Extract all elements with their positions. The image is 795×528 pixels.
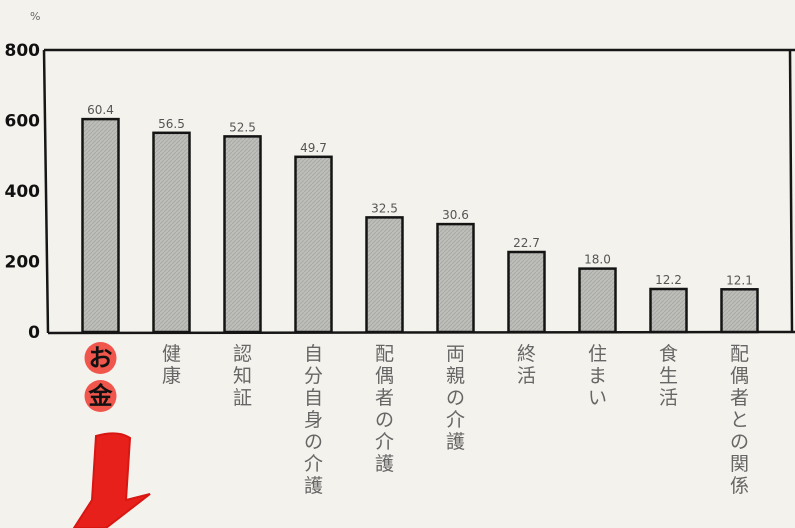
bar <box>81 117 120 334</box>
y-axis-unit-label: % <box>30 10 40 23</box>
bar-value-label: 49.7 <box>300 141 327 155</box>
bar <box>649 287 688 334</box>
category-label: 認知証 <box>233 343 252 409</box>
category-label: 食生活 <box>659 343 678 409</box>
category-text: 配偶者の介護 <box>375 343 394 475</box>
category-text: 配偶者との関係 <box>730 343 749 497</box>
category-text: 食生活 <box>659 343 678 409</box>
y-axis-line <box>42 49 50 334</box>
bars <box>81 117 759 334</box>
category-label: 配偶者との関係 <box>730 343 749 497</box>
category-text: お金 <box>88 343 114 410</box>
bar <box>507 250 546 334</box>
value-labels: 60.4 56.5 52.5 49.7 32.5 30.6 22.7 18.0 12.2 12.1 <box>87 103 753 287</box>
category-label: お金 <box>84 342 117 412</box>
bar-value-label: 32.5 <box>371 201 398 215</box>
highlight-circle <box>84 342 117 374</box>
bar <box>223 135 262 334</box>
plot-right-border <box>788 49 794 333</box>
category-label: 配偶者の介護 <box>375 343 394 475</box>
bar-value-label: 56.5 <box>158 117 185 131</box>
category-text: 認知証 <box>233 343 252 409</box>
bar <box>294 155 333 334</box>
category-label: 両親の介護 <box>446 343 465 453</box>
category-label: 健康 <box>162 343 181 387</box>
category-text: 住まい <box>588 343 607 409</box>
bar-value-label: 12.2 <box>655 273 682 287</box>
category-label: 自分自身の介護 <box>304 343 323 497</box>
bar-value-label: 18.0 <box>584 253 611 267</box>
category-text: 健康 <box>162 343 181 387</box>
bar-value-label: 12.1 <box>726 273 753 287</box>
bar <box>152 131 191 334</box>
y-tick-label: 200 <box>5 253 41 273</box>
category-label: 住まい <box>588 343 607 409</box>
bar <box>578 267 617 334</box>
bar-value-label: 22.7 <box>513 236 540 250</box>
bar <box>436 222 475 334</box>
y-tick-label: 400 <box>5 182 41 202</box>
highlight-arrow <box>72 432 151 528</box>
category-text: 終活 <box>517 343 536 387</box>
bar <box>365 216 404 334</box>
category-labels: お金 健康 認知証 自分自身の介護 配偶者の介護 両親の介護 終活 住まい 食生活 配偶者との関係 <box>84 342 749 497</box>
y-axis-ticks: 0 200 400 600 800 <box>5 41 41 343</box>
y-tick-label: 600 <box>5 112 41 132</box>
bar <box>720 288 759 334</box>
y-tick-label: 0 <box>28 323 40 343</box>
bar-value-label: 52.5 <box>229 120 256 134</box>
y-tick-label: 800 <box>5 41 41 61</box>
highlight-circle <box>84 380 117 412</box>
bar-value-label: 30.6 <box>442 208 469 222</box>
category-text: 両親の介護 <box>446 343 465 453</box>
category-label: 終活 <box>517 343 536 387</box>
category-text: 自分自身の介護 <box>304 343 323 497</box>
bar-value-label: 60.4 <box>87 103 114 117</box>
